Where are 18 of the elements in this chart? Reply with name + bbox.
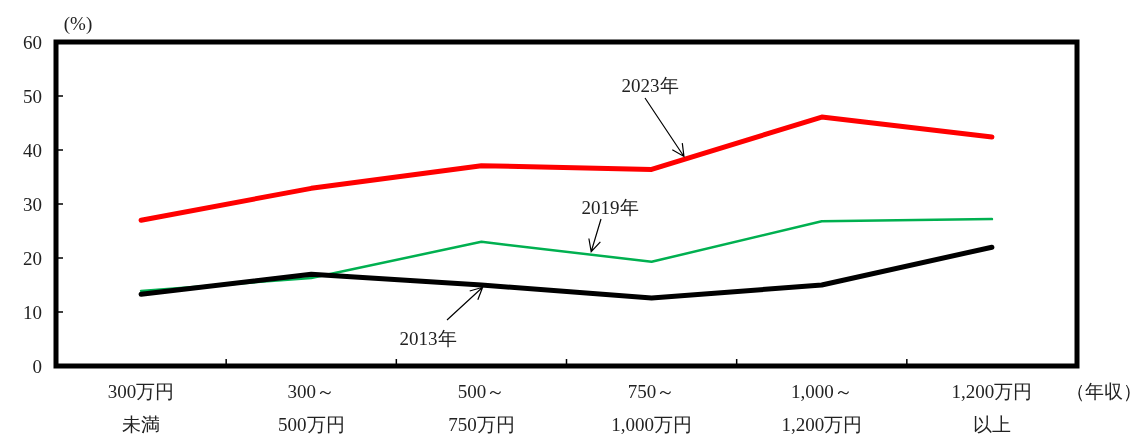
x-tick-label: 750～ 1,000万円 bbox=[611, 381, 692, 435]
x-tick-label: 500～ 750万円 bbox=[448, 381, 515, 435]
y-tick-label: 20 bbox=[23, 248, 42, 269]
y-tick-label: 0 bbox=[32, 356, 42, 377]
x-tick-label: 1,000～ 1,200万円 bbox=[781, 381, 863, 435]
x-tick-label: 300～ 500万円 bbox=[278, 381, 345, 435]
y-tick-label: 50 bbox=[23, 86, 42, 107]
x-tick-label: 300万円未満 bbox=[107, 381, 175, 435]
y-tick-label: 60 bbox=[23, 32, 42, 53]
text: 2023年 bbox=[621, 75, 679, 96]
y-tick-label: 40 bbox=[23, 140, 42, 161]
legend-label: 2013年 bbox=[399, 328, 457, 349]
y-tick-label: 10 bbox=[23, 302, 42, 323]
x-axis-title: （年収） bbox=[1066, 381, 1137, 402]
x-tick-label: 1,200万円以上 bbox=[951, 381, 1033, 435]
y-axis-title: (%) bbox=[63, 13, 93, 35]
series-label: 2019年 bbox=[581, 197, 639, 218]
y-tick-label: 30 bbox=[23, 194, 42, 215]
